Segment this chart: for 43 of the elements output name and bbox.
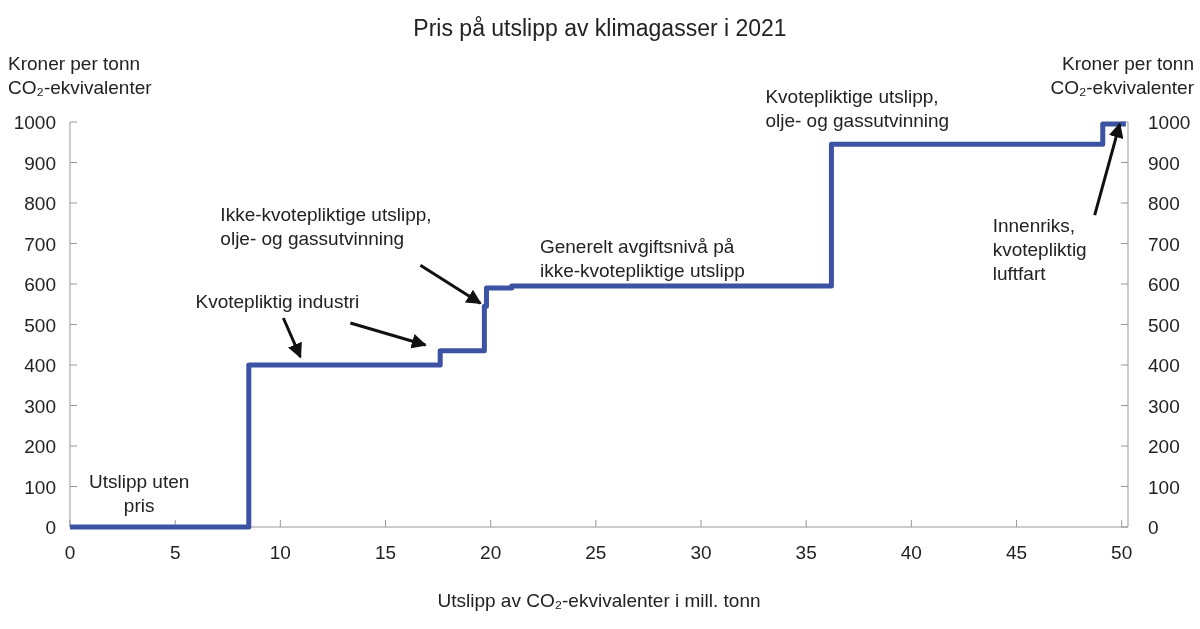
y-tick-label: 100 [24, 476, 56, 498]
y2-tick-label: 300 [1148, 395, 1180, 417]
y-axis-title: Kroner per tonn CO₂-ekvivalenter [8, 53, 153, 98]
x-tick-label: 0 [64, 542, 76, 563]
y-tick-label: 700 [24, 233, 56, 255]
x-tick-label: 25 [585, 542, 607, 563]
y2-tick-label: 0 [1148, 517, 1159, 538]
annotation: Generelt avgiftsnivå på ikke-kvotepliktige utslipp [539, 236, 745, 282]
x-tick-label: 45 [1005, 542, 1028, 563]
y2-tick-label: 700 [1148, 233, 1180, 255]
y2-tick-label: 900 [1148, 152, 1180, 174]
x-tick-label: 40 [900, 542, 922, 563]
x-tick-label: 35 [795, 542, 817, 563]
y-tick-label: 500 [24, 314, 56, 336]
annotation: Kvotepliktig industri [195, 291, 360, 312]
y-tick-label: 800 [24, 193, 56, 214]
x-axis-title: Utslipp av CO₂-ekvivalenter i mill. tonn [437, 590, 761, 611]
chart-title: Pris på utslipp av klimagasser i 2021 [413, 15, 787, 41]
annotation: Ikke-kvotepliktige utslipp, olje- og gassutvinning [220, 204, 432, 250]
y2-tick-label: 1000 [1148, 112, 1191, 133]
x-tick-label: 15 [374, 542, 397, 563]
y-tick-label: 200 [24, 436, 56, 457]
y-tick-label: 600 [24, 274, 56, 295]
y2-tick-label: 600 [1148, 274, 1180, 295]
x-tick-label: 5 [169, 542, 181, 563]
x-tick-label: 50 [1111, 542, 1133, 563]
y2-tick-label: 100 [1148, 476, 1180, 498]
y-tick-label: 300 [24, 395, 56, 417]
y2-tick-label: 500 [1148, 314, 1180, 336]
x-tick-label: 20 [480, 542, 502, 563]
y-tick-label: 0 [45, 517, 56, 538]
annotation: Utslipp uten pris [88, 471, 190, 516]
y-tick-label: 1000 [13, 112, 56, 133]
x-tick-label: 30 [690, 542, 712, 563]
y-tick-label: 900 [24, 152, 56, 174]
annotation: Kvotepliktige utslipp, olje- og gassutvinning [765, 86, 950, 132]
y2-axis-title: Kroner per tonn CO₂-ekvivalenter [1050, 53, 1195, 98]
y-tick-label: 400 [24, 355, 56, 376]
annotation: Innenriks, kvotepliktig luftfart [992, 215, 1087, 285]
x-tick-label: 10 [269, 542, 291, 563]
y2-tick-label: 400 [1148, 355, 1180, 376]
y2-tick-label: 800 [1148, 193, 1180, 214]
y2-tick-label: 200 [1148, 436, 1180, 457]
